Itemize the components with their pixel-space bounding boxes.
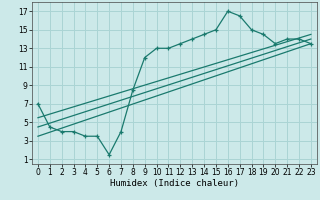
X-axis label: Humidex (Indice chaleur): Humidex (Indice chaleur) <box>110 179 239 188</box>
